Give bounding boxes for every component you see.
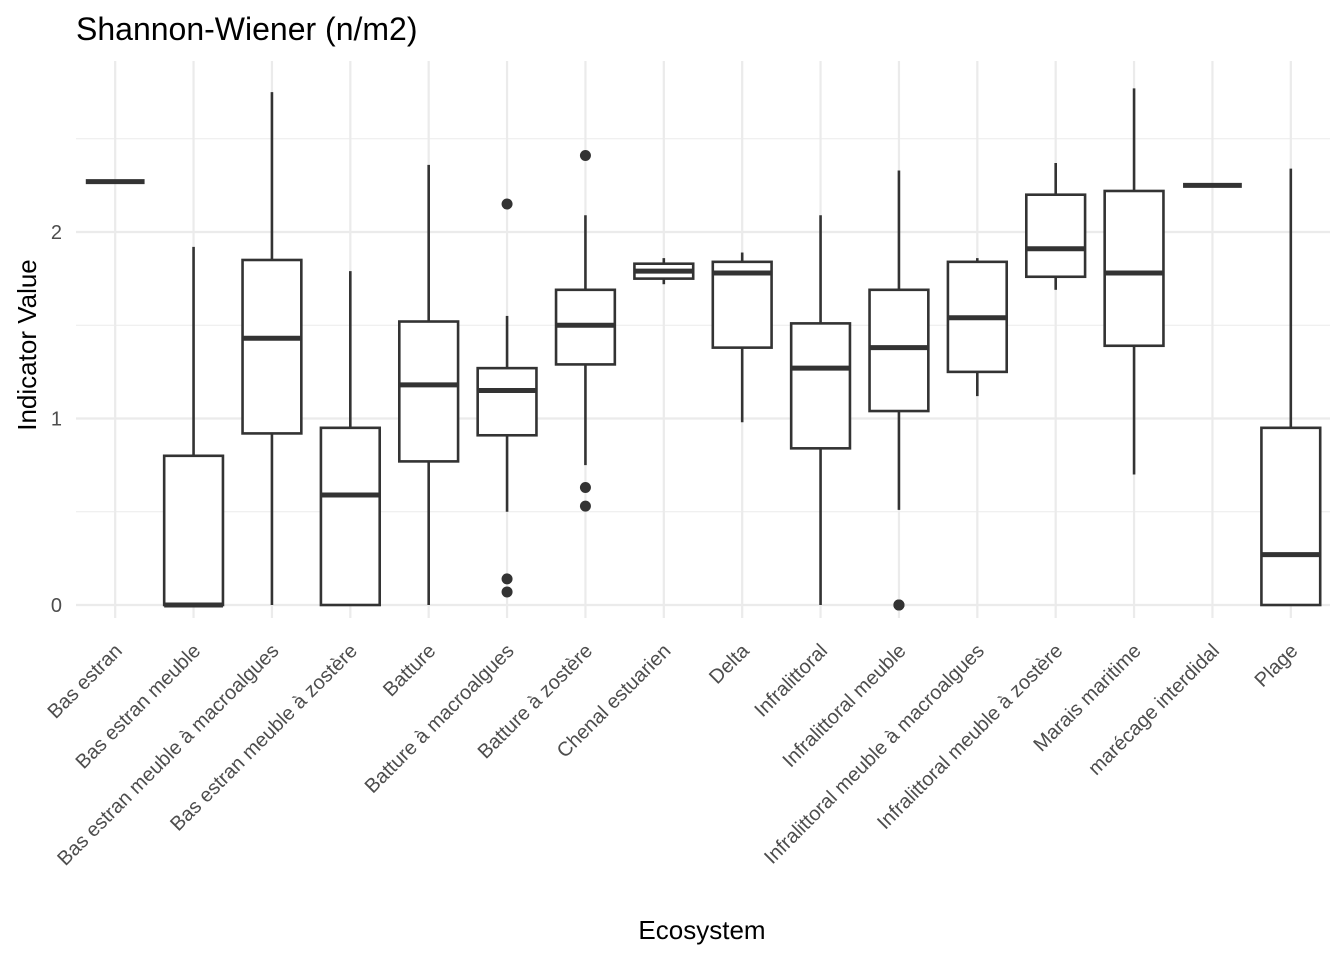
- box-iqr: [241, 258, 303, 435]
- x-tick-label: Delta: [705, 639, 754, 688]
- box-iqr: [319, 426, 382, 607]
- box-iqr: [1260, 426, 1322, 607]
- chart-title: Shannon-Wiener (n/m2): [76, 11, 417, 47]
- box-10: [868, 170, 930, 611]
- x-tick-label: Batture: [379, 640, 440, 701]
- box-iqr: [162, 454, 225, 607]
- box-iqr: [397, 320, 460, 463]
- boxes: [85, 88, 1322, 611]
- x-tick-label: marécage interdidal: [1084, 640, 1224, 780]
- x-tick-label: Batture à macroalgues: [361, 640, 519, 798]
- box-15: [1260, 168, 1322, 607]
- box-iqr: [1103, 189, 1165, 348]
- box-3: [319, 271, 382, 607]
- box-iqr: [1024, 193, 1087, 279]
- box-8: [711, 252, 773, 423]
- outlier-point: [579, 482, 591, 494]
- y-tick-label: 0: [51, 595, 62, 617]
- outlier-point: [501, 198, 513, 210]
- outlier-point: [893, 599, 905, 611]
- box-9: [789, 215, 852, 605]
- box-iqr: [789, 322, 852, 450]
- box-7: [633, 258, 695, 285]
- x-tick-label: Bas estran: [44, 640, 127, 723]
- x-axis-title: Ecosystem: [638, 915, 765, 945]
- box-iqr: [711, 260, 773, 349]
- box-1: [162, 246, 225, 608]
- y-axis-title: Indicator Value: [12, 259, 42, 431]
- x-tick-label: Plage: [1251, 640, 1303, 692]
- box-13: [1103, 88, 1165, 475]
- box-4: [397, 164, 460, 605]
- box-iqr: [476, 366, 538, 437]
- box-iqr: [868, 288, 930, 413]
- outlier-point: [579, 500, 591, 512]
- outlier-point: [579, 150, 591, 162]
- box-6: [554, 150, 617, 512]
- box-5: [476, 198, 538, 598]
- y-axis-ticks: 0 1 2: [51, 222, 62, 617]
- x-tick-label: Infralittoral: [751, 640, 833, 722]
- box-12: [1024, 162, 1087, 290]
- y-tick-label: 2: [51, 222, 62, 244]
- outlier-point: [501, 573, 513, 585]
- box-2: [241, 92, 303, 605]
- outlier-point: [501, 586, 513, 598]
- box-11: [946, 258, 1009, 397]
- y-tick-label: 1: [51, 409, 62, 431]
